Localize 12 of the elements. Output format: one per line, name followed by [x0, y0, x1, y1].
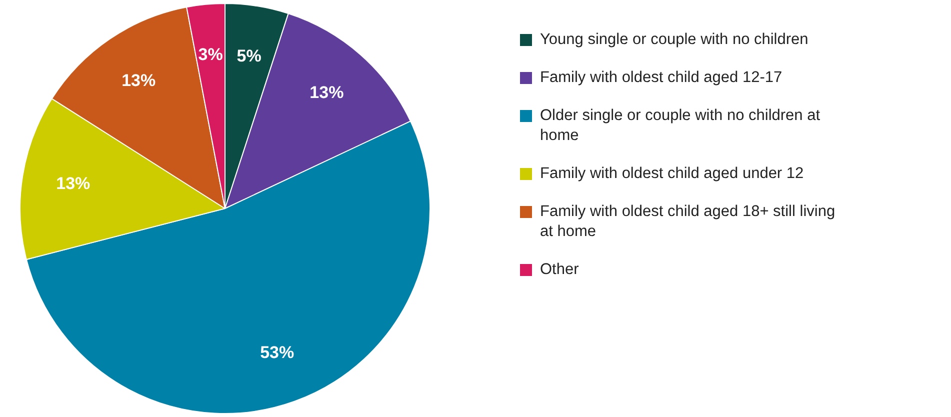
data-label: 3%	[198, 45, 223, 64]
data-label: 5%	[236, 46, 262, 66]
data-label: 13%	[122, 71, 156, 90]
legend-label: Other	[540, 260, 579, 280]
legend-label: Young single or couple with no children	[540, 30, 808, 50]
legend-label: Older single or couple with no children at home	[540, 106, 822, 146]
legend-label: Family with oldest child aged 18+ still living at home	[540, 202, 836, 242]
legend-label: Family with oldest child aged under 12	[540, 164, 804, 184]
legend-label: Family with oldest child aged 12-17	[540, 68, 782, 88]
data-label: 53%	[260, 342, 294, 362]
data-label: 13%	[310, 82, 344, 102]
data-label: 13%	[56, 174, 90, 194]
